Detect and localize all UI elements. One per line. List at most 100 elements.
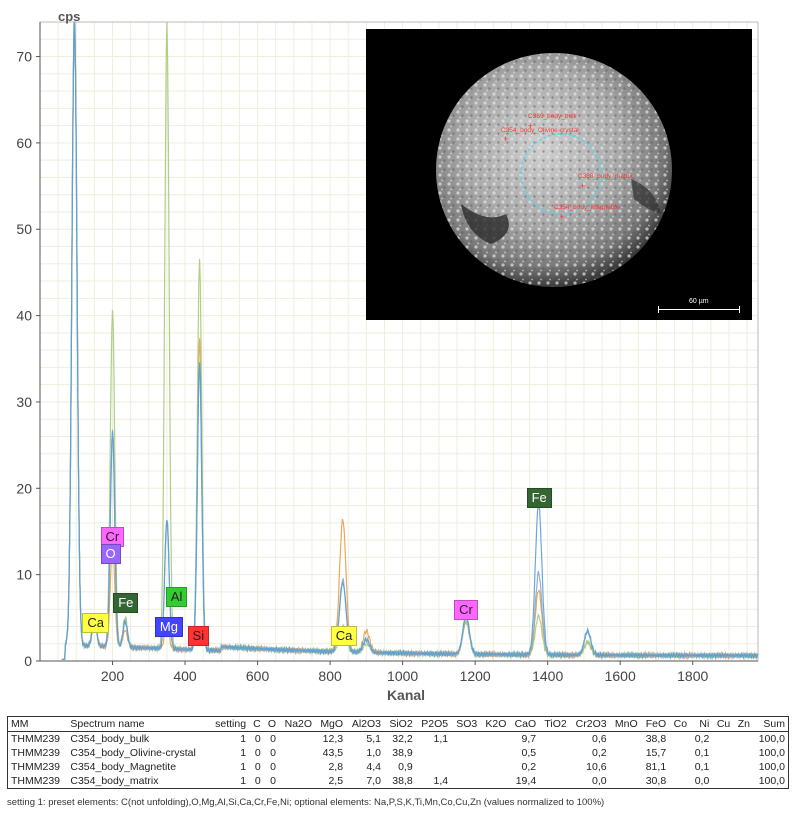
y-tick-label: 30 bbox=[16, 394, 32, 410]
sem-label-magnetite: C354_body_Magnetite bbox=[554, 204, 620, 211]
table-cell: 0,0 bbox=[694, 775, 710, 787]
sem-marker-matrix: + bbox=[580, 181, 586, 191]
y-tick-label: 40 bbox=[16, 308, 32, 324]
table-cell: 38,8 bbox=[392, 775, 413, 787]
table-cell bbox=[733, 760, 753, 774]
sem-label-matrix: C388_body_matrix bbox=[578, 173, 633, 180]
x-tick-label: 1800 bbox=[677, 668, 708, 684]
table-header-cell: Na2O bbox=[284, 718, 313, 730]
table-cell bbox=[451, 760, 480, 774]
table-cell bbox=[416, 746, 451, 760]
table-header-cell: O bbox=[267, 718, 276, 730]
table-cell bbox=[539, 732, 570, 747]
table-cell bbox=[539, 774, 570, 789]
table-cell: 81,1 bbox=[645, 761, 667, 773]
table-cell: THMM239 bbox=[11, 775, 61, 787]
table-cell bbox=[279, 746, 315, 760]
table-cell bbox=[733, 746, 753, 760]
x-axis-label: Kanal bbox=[387, 687, 425, 703]
table-cell: 0 bbox=[254, 733, 261, 745]
y-tick-label: 70 bbox=[16, 49, 32, 65]
table-cell: 19,4 bbox=[515, 775, 537, 787]
sem-marker-bulk: + bbox=[528, 121, 534, 131]
sem-micrograph: C369_body_bulk + C354_body_Olivine-cryst… bbox=[366, 29, 752, 320]
table-cell bbox=[610, 746, 641, 760]
element-label: O bbox=[100, 544, 121, 565]
table-cell: 0,1 bbox=[694, 761, 710, 773]
table-cell: 0,1 bbox=[694, 747, 710, 759]
table-header-cell: TiO2 bbox=[544, 718, 567, 730]
x-tick-label: 1600 bbox=[605, 668, 636, 684]
table-cell bbox=[610, 760, 641, 774]
x-tick-label: 1400 bbox=[532, 668, 563, 684]
table-cell: 0,5 bbox=[521, 747, 537, 759]
table-cell bbox=[669, 774, 690, 789]
table-cell: 0 bbox=[254, 775, 261, 787]
table-cell: 100,0 bbox=[758, 775, 785, 787]
table-header-cell: Al2O3 bbox=[351, 718, 382, 730]
y-tick-label: 60 bbox=[16, 135, 32, 151]
table-cell: 7,0 bbox=[366, 775, 382, 787]
table-cell bbox=[480, 774, 509, 789]
sem-marker-olivine: + bbox=[503, 134, 509, 144]
table-header-cell: Cr2O3 bbox=[575, 718, 607, 730]
table-cell: 43,5 bbox=[322, 747, 344, 759]
table-cell bbox=[539, 760, 570, 774]
table-header-cell: Ni bbox=[699, 718, 710, 730]
table-cell: THMM239 bbox=[11, 761, 61, 773]
y-tick-label: 20 bbox=[16, 480, 32, 496]
sem-label-olivine: C354_body_Olivine-crystal bbox=[501, 127, 579, 134]
table-cell: THMM239 bbox=[11, 733, 61, 745]
element-label: Ca bbox=[82, 613, 110, 634]
x-tick-label: 400 bbox=[173, 668, 197, 684]
table-cell: 30,8 bbox=[645, 775, 667, 787]
table-header-cell: MM bbox=[11, 718, 29, 730]
element-label: Ca bbox=[330, 626, 358, 647]
scale-bar bbox=[658, 309, 740, 310]
table-header-cell: K2O bbox=[485, 718, 507, 730]
table-header-cell: SiO2 bbox=[389, 718, 413, 730]
y-tick-label: 50 bbox=[16, 221, 32, 237]
table-cell: 100,0 bbox=[758, 761, 785, 773]
element-label: Fe bbox=[526, 487, 552, 508]
x-tick-label: 1000 bbox=[387, 668, 418, 684]
table-header-cell: C bbox=[253, 718, 261, 730]
table-cell bbox=[279, 760, 315, 774]
table-cell: 10,6 bbox=[586, 761, 607, 773]
table-cell bbox=[451, 774, 480, 789]
table-cell: 38,9 bbox=[392, 747, 413, 759]
spectrum-series-line bbox=[61, 22, 759, 661]
table-cell: 0 bbox=[270, 747, 276, 759]
table-cell bbox=[610, 732, 641, 747]
table-cell bbox=[669, 746, 690, 760]
element-label: Al bbox=[165, 587, 188, 608]
x-tick-label: 1200 bbox=[460, 668, 491, 684]
table-cell: C354_body_Olivine-crystal bbox=[70, 747, 196, 759]
table-cell: 1,0 bbox=[366, 747, 382, 759]
table-header-cell: setting bbox=[215, 718, 247, 730]
sem-particle-image bbox=[436, 53, 672, 287]
element-label: Mg bbox=[154, 617, 183, 638]
table-header-cell: Cu bbox=[716, 718, 731, 730]
table-cell: 9,7 bbox=[521, 733, 537, 745]
results-table-body: THMM239 C354_body_bulk 1 0 0 12,3 5,1 32,2 1,1 9,… bbox=[7, 731, 789, 789]
element-label: Fe bbox=[113, 593, 139, 614]
table-cell: 0,0 bbox=[592, 775, 607, 787]
table-cell bbox=[416, 760, 451, 774]
table-cell bbox=[539, 746, 570, 760]
table-cell bbox=[610, 774, 641, 789]
sem-marker-magnetite: + bbox=[559, 212, 565, 222]
table-header-cell: Sum bbox=[763, 718, 785, 730]
scale-bar-label: 60 µm bbox=[689, 298, 709, 305]
table-header-cell: SO3 bbox=[456, 718, 478, 730]
table-cell: 0 bbox=[254, 761, 261, 773]
table-cell: 0 bbox=[254, 747, 261, 759]
table-cell bbox=[733, 732, 753, 747]
table-cell: 2,5 bbox=[328, 775, 344, 787]
element-label: Cr bbox=[454, 600, 478, 621]
table-cell: C354_body_Magnetite bbox=[70, 761, 177, 773]
table-cell bbox=[480, 760, 509, 774]
table-cell: 0 bbox=[270, 761, 276, 773]
table-cell bbox=[712, 746, 733, 760]
table-header-cell: MgO bbox=[320, 718, 344, 730]
